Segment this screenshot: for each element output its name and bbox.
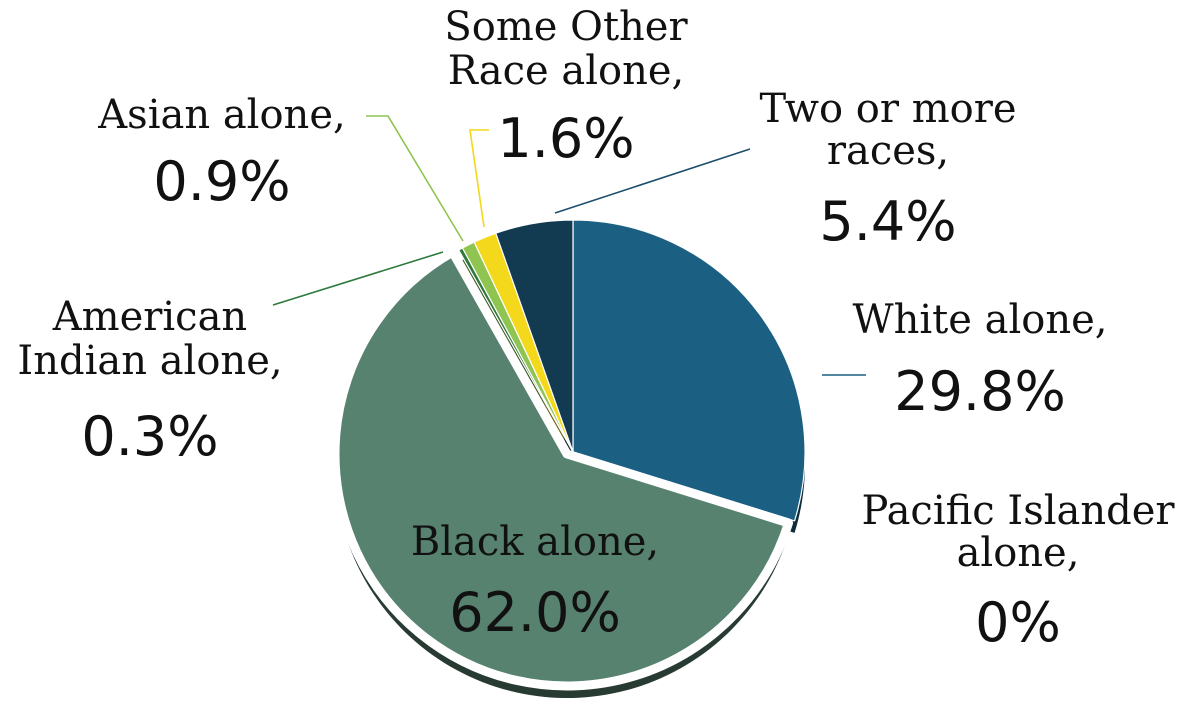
- slice-value-white-alone: 29.8%: [894, 360, 1066, 423]
- slice-label-pacific-islander-alone-line-2: alone,: [957, 530, 1080, 576]
- slice-label-asian-alone: Asian alone,: [97, 92, 345, 138]
- slice-label-white-alone: White alone,: [853, 297, 1108, 343]
- slice-value-american-indian-alone: 0.3%: [81, 405, 218, 468]
- slice-label-pacific-islander-alone-line-1: Pacific Islander: [861, 488, 1175, 534]
- slice-value-asian-alone: 0.9%: [153, 150, 290, 213]
- leader-line-some-other-race-alone: [470, 130, 489, 227]
- slice-value-pacific-islander-alone: 0%: [975, 591, 1061, 654]
- leader-line-asian-alone: [366, 116, 463, 241]
- slice-value-two-or-more-races: 5.4%: [819, 190, 956, 253]
- slice-label-american-indian-alone-line-1: American: [52, 294, 247, 340]
- slice-label-two-or-more-races-line-2: races,: [827, 128, 949, 174]
- slice-label-two-or-more-races-line-1: Two or more: [759, 86, 1016, 132]
- slice-label-american-indian-alone-line-2: Indian alone,: [17, 338, 282, 384]
- slice-value-black-alone: 62.0%: [449, 581, 621, 644]
- slice-value-some-other-race-alone: 1.6%: [497, 107, 634, 170]
- slice-label-some-other-race-alone-line-1: Some Other: [444, 4, 688, 50]
- slice-label-some-other-race-alone-line-2: Race alone,: [448, 48, 685, 94]
- slice-label-black-alone: Black alone,: [411, 519, 659, 565]
